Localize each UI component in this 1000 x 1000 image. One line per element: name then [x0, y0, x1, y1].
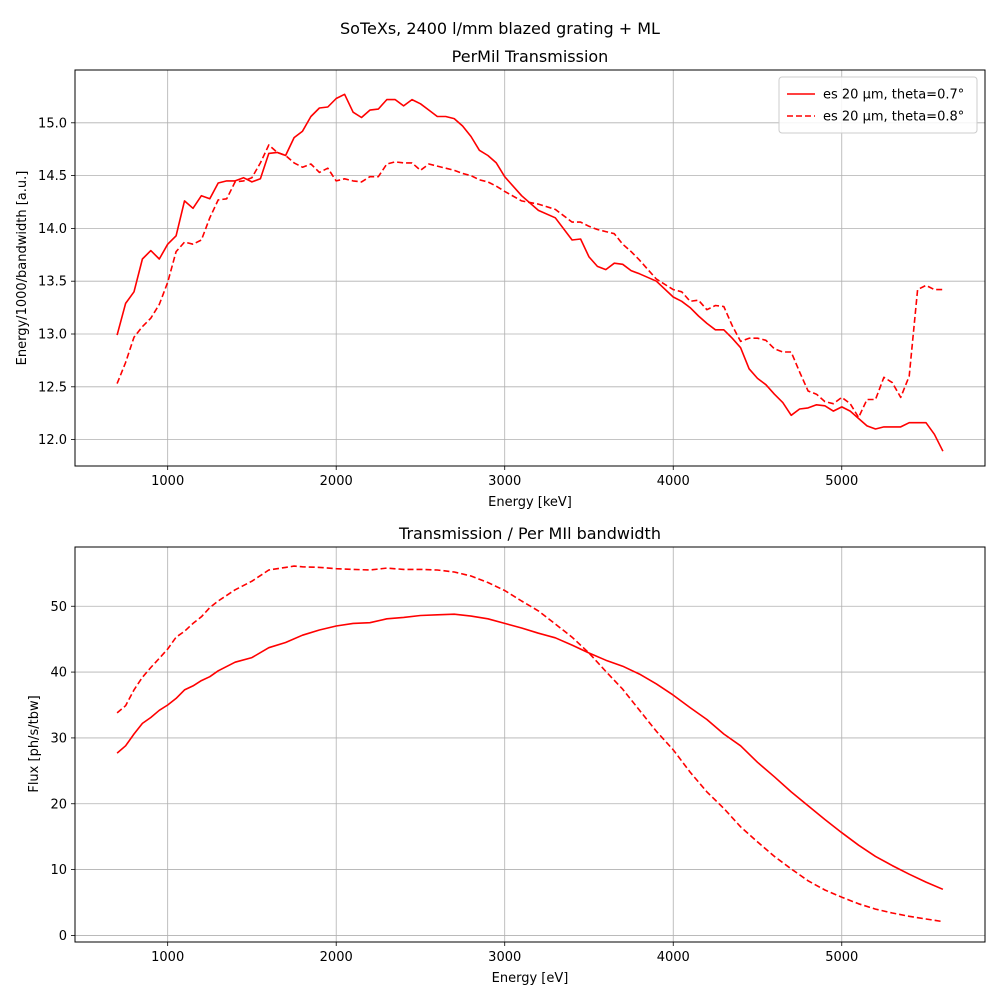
flux-title: Transmission / Per MIl bandwidth [398, 524, 661, 543]
transmission-series-line-dashed [116, 144, 943, 419]
flux-ytick-label: 40 [50, 666, 67, 681]
figure-suptitle: SoTeXs, 2400 l/mm blazed grating + ML [340, 19, 660, 38]
legend-entry-label: es 20 µm, theta=0.8° [823, 110, 964, 125]
legend-box [778, 76, 978, 134]
transmission-subplot: PerMil Transmission Energy [keV] Energy/… [15, 47, 986, 510]
transmission-axes-frame [74, 69, 986, 467]
flux-series-line-solid [116, 613, 944, 891]
flux-xtick-label: 5000 [825, 950, 858, 965]
flux-ytick-label: 20 [50, 797, 67, 812]
flux-ytick-label: 10 [50, 863, 67, 878]
flux-ylabel: Flux [ph/s/tbw] [27, 695, 42, 792]
flux-xtick-label: 4000 [657, 950, 690, 965]
flux-ytick-label: 30 [50, 731, 67, 746]
transmission-xtick-label: 3000 [488, 474, 521, 489]
transmission-title: PerMil Transmission [452, 47, 609, 66]
flux-ytick-label: 0 [59, 929, 67, 944]
transmission-xtick-label: 1000 [151, 474, 184, 489]
transmission-ylabel: Energy/1000/bandwidth [a.u.] [15, 171, 30, 366]
transmission-ytick-label: 14.5 [38, 169, 67, 184]
flux-xtick-label: 1000 [151, 950, 184, 965]
flux-xtick-label: 2000 [320, 950, 353, 965]
flux-subplot: Transmission / Per MIl bandwidth Energy … [27, 524, 986, 986]
transmission-ytick-label: 15.0 [38, 116, 67, 131]
transmission-ytick-label: 14.0 [38, 222, 67, 237]
transmission-ytick-label: 13.0 [38, 328, 67, 343]
flux-xtick-label: 3000 [488, 950, 521, 965]
transmission-ytick-label: 12.0 [38, 433, 67, 448]
transmission-xtick-label: 4000 [657, 474, 690, 489]
transmission-xlabel: Energy [keV] [488, 495, 572, 510]
transmission-xtick-label: 5000 [825, 474, 858, 489]
flux-xlabel: Energy [eV] [492, 971, 569, 986]
transmission-ytick-label: 13.5 [38, 275, 67, 290]
flux-series-line-dashed [116, 565, 944, 923]
transmission-legend: es 20 µm, theta=0.7° es 20 µm, theta=0.8° [778, 76, 978, 134]
flux-ytick-label: 50 [50, 600, 67, 615]
transmission-series-line-solid [116, 93, 944, 452]
transmission-ytick-label: 12.5 [38, 380, 67, 395]
transmission-xtick-label: 2000 [320, 474, 353, 489]
flux-axes-frame [74, 546, 986, 943]
legend-entry-label: es 20 µm, theta=0.7° [823, 88, 964, 103]
